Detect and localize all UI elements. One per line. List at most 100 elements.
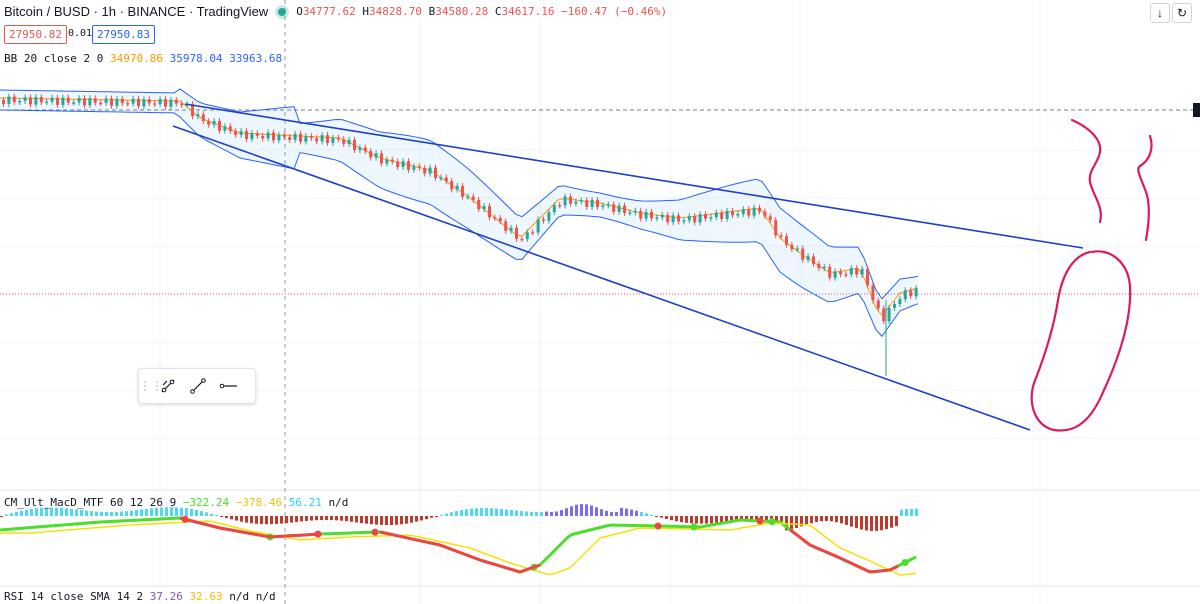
candle-body: [752, 207, 756, 216]
candle-body: [839, 271, 842, 275]
macd-bar: [830, 516, 833, 522]
channel-lower-line[interactable]: [172, 125, 1031, 431]
candle-body: [693, 216, 697, 223]
candle-body: [574, 201, 578, 204]
candle-body: [153, 103, 157, 105]
macd-bar: [85, 510, 88, 516]
candle-body: [72, 102, 76, 104]
rsi-legend[interactable]: RSI 14 close SMA 14 2 37.26 32.63 n/d n/…: [4, 590, 276, 603]
macd-bar: [605, 510, 608, 516]
trendline-icon[interactable]: [183, 371, 213, 401]
drag-grip-icon[interactable]: ⋮⋮: [139, 379, 163, 393]
candle-body: [293, 133, 297, 140]
macd-bar: [750, 516, 753, 520]
macd-bar: [635, 510, 638, 516]
macd-bar: [540, 512, 543, 516]
macd-line-bear-segment: [379, 530, 541, 574]
candle-body: [401, 161, 405, 167]
candle-body: [720, 212, 724, 219]
macd-bar: [250, 516, 253, 524]
rsi-value-2: 32.63: [189, 590, 223, 603]
candle-body: [288, 136, 292, 140]
candle-body: [417, 166, 421, 168]
macd-legend[interactable]: CM_Ult_MacD_MTF 60 12 26 9 −322.24 −378.…: [4, 496, 348, 509]
macd-bar: [510, 509, 513, 516]
macd-bar: [180, 507, 183, 516]
macd-bar: [720, 516, 723, 523]
candle-body: [644, 211, 648, 219]
refresh-icon[interactable]: ↻: [1172, 3, 1192, 23]
sell-price-box[interactable]: 27950.82: [4, 25, 67, 44]
macd-bar: [795, 516, 798, 528]
bb-basis-value: 34970.86: [109, 52, 163, 65]
macd-bar: [30, 508, 33, 516]
macd-bar: [535, 511, 538, 516]
candle-body: [774, 219, 778, 236]
macd-bar: [710, 516, 713, 524]
candle-body: [201, 114, 205, 122]
candle-body: [2, 100, 5, 104]
candle-body: [596, 200, 599, 207]
macd-bar: [700, 516, 703, 524]
macd-bar: [740, 516, 743, 521]
drawing-toolbar: ⋮⋮: [138, 368, 256, 404]
candle-body: [817, 263, 821, 269]
macd-bar: [645, 513, 648, 516]
macd-bar: [415, 516, 418, 522]
trendline-angle-icon[interactable]: [153, 371, 183, 401]
macd-bar: [110, 511, 113, 516]
macd-bar: [915, 508, 918, 516]
candle-body: [234, 131, 238, 136]
macd-bar: [490, 508, 493, 516]
bb-legend[interactable]: BB 20 close 2 0 34970.86 35978.04 33963.…: [4, 52, 282, 65]
candle-body: [18, 100, 22, 103]
candle-body: [488, 206, 491, 218]
macd-bar: [235, 516, 238, 521]
candle-body: [315, 138, 319, 142]
candle-body: [731, 210, 734, 216]
macd-bar: [300, 516, 303, 522]
candle-body: [34, 97, 38, 105]
candle-body: [380, 153, 383, 164]
macd-bar: [485, 508, 488, 516]
macd-bar: [570, 506, 573, 516]
symbol-title[interactable]: Bitcoin / BUSD · 1h · BINANCE · TradingV…: [4, 4, 269, 19]
macd-bar: [525, 511, 528, 516]
macd-bar: [685, 516, 688, 523]
candle-body: [110, 98, 113, 106]
macd-value-4: n/d: [328, 496, 349, 509]
candle-body: [61, 97, 65, 105]
channel-upper-line[interactable]: [184, 103, 1084, 249]
macd-bar: [580, 504, 583, 516]
candle-body: [272, 132, 275, 141]
candle-body: [833, 271, 837, 278]
candle-body: [299, 133, 302, 142]
macd-bar: [585, 504, 588, 516]
macd-bar: [910, 508, 913, 516]
macd-bar: [90, 511, 93, 516]
candle-body: [520, 238, 524, 241]
macd-bar: [425, 516, 428, 520]
macd-bar: [225, 516, 228, 518]
macd-bar: [565, 508, 568, 516]
candle-body: [250, 133, 254, 140]
candle-body: [66, 97, 70, 103]
candle-body: [617, 205, 621, 212]
arrow-down-icon[interactable]: ↓: [1150, 3, 1170, 23]
candle-body: [444, 177, 448, 182]
macd-bar: [155, 507, 158, 516]
macd-bar: [810, 516, 813, 524]
macd-bar: [520, 511, 523, 516]
macd-bar: [870, 516, 873, 531]
macd-bar: [555, 511, 558, 516]
horizontal-ray-icon[interactable]: [213, 371, 243, 401]
macd-bar: [210, 513, 213, 516]
candle-body: [450, 181, 454, 190]
market-open-status-icon: [278, 7, 287, 16]
candle-body: [266, 132, 270, 139]
macd-bar: [735, 516, 738, 521]
candle-body: [725, 210, 729, 219]
candle-body: [882, 308, 886, 322]
buy-price-box[interactable]: 27950.83: [92, 25, 155, 44]
